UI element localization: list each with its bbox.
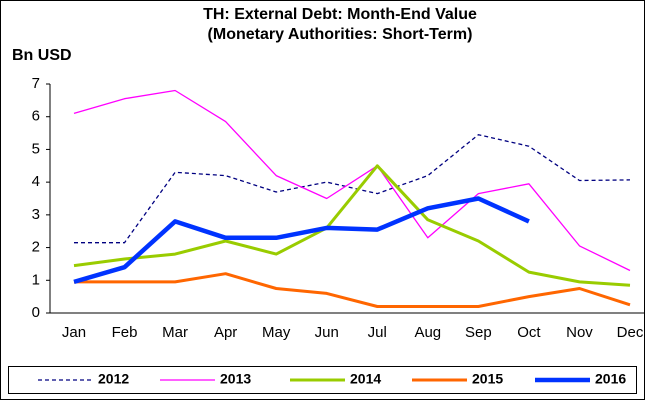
legend-text: 2014	[350, 371, 381, 387]
x-tick-label: Mar	[162, 324, 188, 341]
x-tick-label: Jul	[368, 324, 387, 341]
x-tick-label: Sep	[465, 324, 492, 341]
legend-text: 2015	[472, 371, 503, 387]
series-line	[74, 134, 631, 244]
x-tick-label: Nov	[566, 324, 593, 341]
y-tick-label: 7	[32, 75, 40, 92]
y-tick-label: 6	[32, 108, 40, 125]
y-tick-label: 3	[32, 206, 40, 223]
series-line	[73, 164, 631, 287]
x-tick-label: Jun	[315, 324, 339, 341]
x-tick-label: May	[262, 324, 291, 341]
y-axis-label: Bn USD	[12, 47, 72, 64]
legend-box	[8, 366, 637, 394]
y-tick-label: 0	[32, 304, 40, 321]
series-line	[73, 89, 631, 272]
series-line	[73, 196, 530, 285]
chart-title: TH: External Debt: Month-End Value	[203, 6, 477, 23]
chart-subtitle: (Monetary Authorities: Short-Term)	[208, 26, 473, 43]
x-tick-label: Aug	[414, 324, 441, 341]
legend-text: 2016	[595, 371, 626, 387]
x-tick-label: Jan	[62, 324, 86, 341]
x-tick-label: Apr	[214, 324, 237, 341]
x-tick-label: Oct	[517, 324, 541, 341]
x-tick-label: Dec	[617, 324, 644, 341]
x-tick-label: Feb	[112, 324, 138, 341]
y-tick-label: 1	[32, 271, 40, 288]
legend-text: 2012	[98, 371, 129, 387]
legend-text: 2013	[220, 371, 251, 387]
y-tick-label: 4	[32, 173, 40, 190]
y-tick-label: 5	[32, 140, 40, 157]
series-line	[74, 272, 631, 308]
y-tick-label: 2	[32, 239, 40, 256]
